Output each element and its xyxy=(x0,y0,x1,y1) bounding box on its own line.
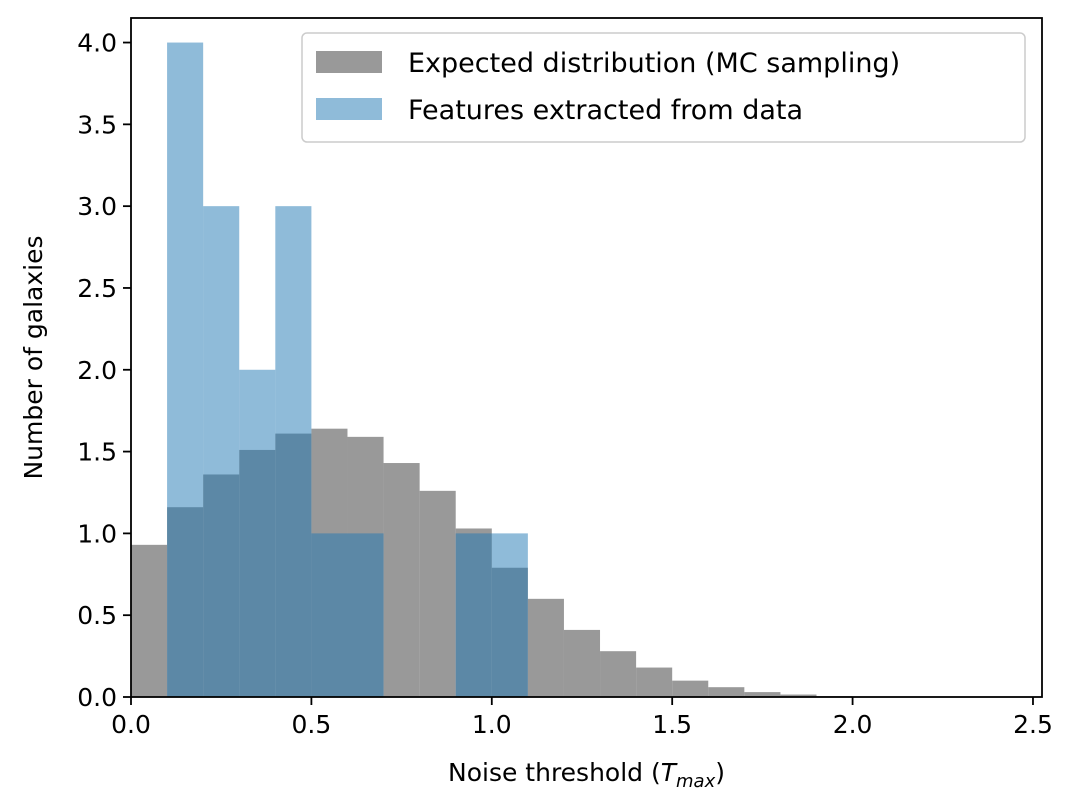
legend-swatch-expected xyxy=(316,51,382,73)
features-bars xyxy=(167,42,528,698)
y-tick-label: 3.5 xyxy=(77,110,117,139)
expected-bar xyxy=(383,463,420,697)
y-tick-label: 1.5 xyxy=(77,438,117,467)
legend: Expected distribution (MC sampling) Feat… xyxy=(301,32,1026,143)
expected-bar xyxy=(527,598,564,697)
legend-swatch-features xyxy=(316,98,382,120)
y-tick-label: 0.0 xyxy=(77,683,117,712)
legend-label-expected: Expected distribution (MC sampling) xyxy=(408,48,900,79)
features-bar xyxy=(311,533,348,697)
x-tick-label: 1.0 xyxy=(472,710,512,739)
x-tick-label: 0.0 xyxy=(111,710,151,739)
expected-bar xyxy=(600,651,637,697)
x-axis-label: Noise threshold (Tmax) xyxy=(448,758,725,792)
y-tick-label: 3.0 xyxy=(77,192,117,221)
plot-frame xyxy=(130,17,1043,698)
features-bar xyxy=(347,533,384,697)
expected-bar xyxy=(131,544,168,697)
y-tick-label: 1.0 xyxy=(77,519,117,548)
x-tick-label: 2.0 xyxy=(833,710,873,739)
x-tick-label: 2.5 xyxy=(1013,710,1053,739)
legend-box xyxy=(301,32,1026,143)
features-bar xyxy=(203,206,240,698)
y-tick-label: 0.5 xyxy=(77,601,117,630)
features-bar xyxy=(239,369,276,697)
y-tick-label: 2.5 xyxy=(77,274,117,303)
x-axis-ticks: 0.0 0.5 1.0 1.5 2.0 2.5 xyxy=(111,697,1053,739)
features-bar xyxy=(275,206,312,698)
y-tick-label: 2.0 xyxy=(77,356,117,385)
y-tick-label: 4.0 xyxy=(77,29,117,58)
features-bar xyxy=(491,533,528,697)
expected-bar xyxy=(672,680,709,697)
expected-bar xyxy=(708,687,745,697)
y-axis-ticks: 0.0 0.5 1.0 1.5 2.0 2.5 3.0 3.5 4.0 xyxy=(77,29,131,712)
x-axis-label-subscript: max xyxy=(676,771,716,792)
expected-bar xyxy=(636,667,673,697)
legend-label-features: Features extracted from data xyxy=(408,95,803,126)
expected-bar xyxy=(419,490,456,697)
y-axis-label: Number of galaxies xyxy=(19,235,48,479)
x-axis-label-symbol: T xyxy=(661,758,678,787)
expected-bar xyxy=(780,694,817,697)
x-tick-label: 0.5 xyxy=(292,710,332,739)
x-tick-label: 1.5 xyxy=(652,710,692,739)
expected-bar xyxy=(563,629,601,697)
features-bar xyxy=(455,533,492,697)
expected-bar xyxy=(744,692,781,697)
features-bar xyxy=(167,42,204,697)
